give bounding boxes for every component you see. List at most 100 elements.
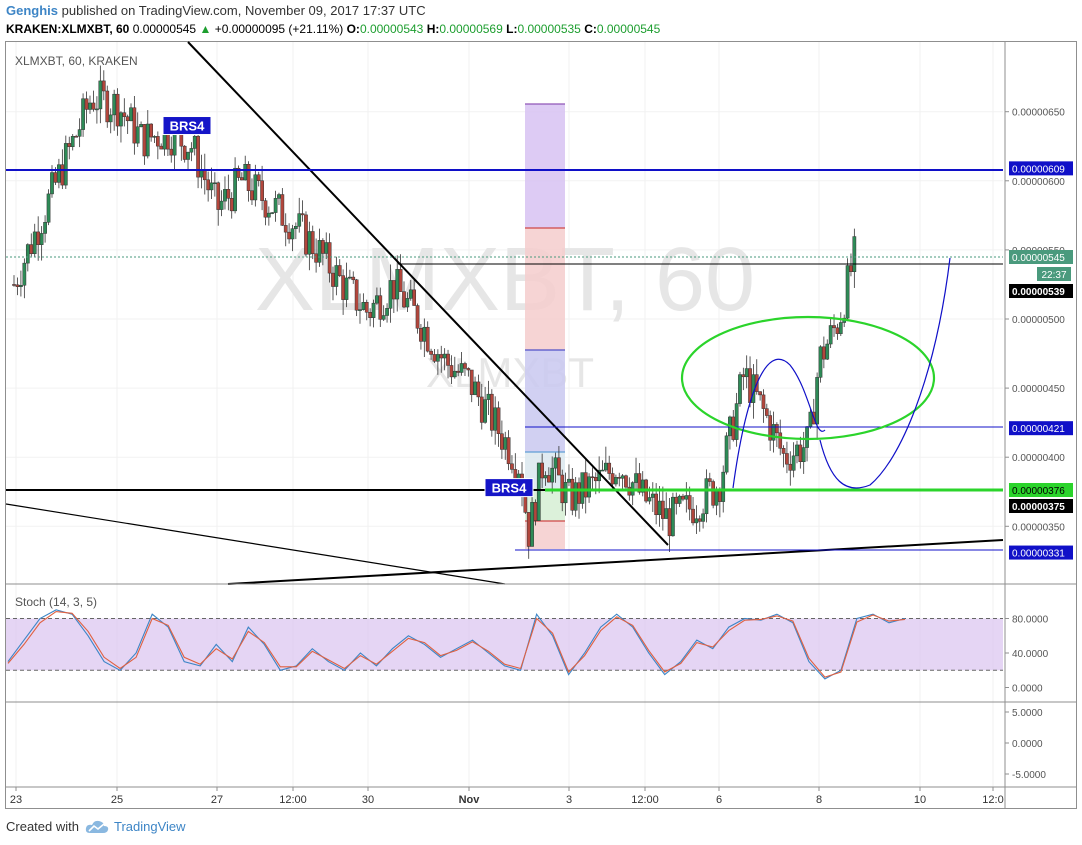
stoch-tick-label: 0.0000 (1012, 684, 1043, 695)
tradingview-brand: TradingView (113, 819, 186, 834)
candle-body (744, 368, 749, 378)
candle-body (526, 512, 531, 547)
candle-body (266, 212, 271, 218)
candle-body (57, 164, 61, 183)
candle-body (600, 469, 605, 472)
candle-body (711, 481, 716, 506)
candle-body (553, 457, 558, 469)
candle-body (701, 513, 705, 522)
candle-body (186, 151, 190, 160)
candle-body (835, 327, 840, 334)
candle-body (273, 198, 278, 213)
candle-body (664, 508, 669, 519)
candle-body (105, 90, 110, 123)
candle-body (223, 189, 227, 202)
grid (6, 42, 1003, 787)
candle-body (476, 381, 481, 398)
candle-body (634, 473, 638, 483)
candle-body (714, 490, 719, 506)
candle-body (391, 280, 396, 300)
price-level-label: 0.00000375 (1012, 502, 1065, 513)
candle-body (828, 325, 833, 345)
price-tick-label: 0.00000350 (1012, 522, 1065, 533)
candle-body (19, 284, 23, 287)
candle-body (533, 502, 538, 521)
candle-body (593, 477, 598, 482)
candle-body (149, 123, 153, 138)
candle-body (216, 182, 221, 210)
time-tick-label: 23 (10, 794, 22, 806)
candle-body (822, 346, 826, 360)
candle-body (419, 328, 423, 342)
candle-body (624, 475, 628, 488)
candle-body (95, 108, 99, 111)
candle-body (139, 124, 143, 128)
candle-body (795, 444, 799, 457)
price-level-label: 0.00000545 (1012, 253, 1065, 264)
lower-tick-label: -5.0000 (1012, 770, 1046, 781)
candle-body (101, 80, 106, 92)
stoch-pane: Stoch (14, 3, 5) 80.0000 40.0000 0.0000 (6, 595, 1049, 695)
candle-body (543, 475, 548, 479)
candle-body (832, 325, 836, 329)
stoch-band (6, 618, 1003, 671)
candle-body (791, 455, 796, 471)
candle-body (81, 98, 85, 130)
tradingview-link[interactable]: TradingView (85, 819, 186, 834)
candle-body (500, 433, 504, 450)
candle-body (429, 350, 433, 355)
candle-body (348, 276, 352, 279)
candle-body (287, 231, 291, 240)
candle-body (260, 180, 264, 201)
price-level-badge (1009, 250, 1073, 264)
candle-body (115, 93, 120, 127)
lower-tick-label: 0.0000 (1012, 739, 1043, 750)
candle-body (297, 213, 302, 227)
cup-right-curve (819, 257, 951, 489)
candle-body (29, 244, 34, 254)
price-level-badge (1009, 161, 1073, 176)
lower-tick-label: 5.0000 (1012, 708, 1043, 719)
candle-body (368, 312, 372, 318)
candle-body (775, 424, 779, 434)
candle-body (530, 502, 534, 547)
candle-body (567, 478, 571, 483)
price-level-badge (1009, 483, 1073, 497)
candle-body (361, 302, 366, 310)
candle-body (39, 233, 44, 245)
time-tick-label: Nov (459, 794, 481, 806)
candle-body (22, 262, 27, 286)
candle-body (614, 477, 618, 485)
candle-body (239, 177, 244, 181)
candle-body (459, 363, 464, 373)
price-change: +0.00000095 (+21.11%) (214, 22, 344, 36)
price-level-label: 0.00000376 (1012, 486, 1065, 497)
candle-body (388, 280, 393, 309)
high-value: 0.00000569 (439, 22, 503, 36)
candle-body (573, 482, 578, 511)
candle-body (694, 518, 699, 524)
candle-body (189, 148, 194, 153)
chart-frame[interactable] (5, 41, 1077, 809)
author-link[interactable]: Genghis (6, 3, 59, 18)
candle-body (290, 228, 295, 240)
time-tick-label: 30 (362, 794, 374, 806)
footer: Created with TradingView (6, 819, 186, 834)
candle-body (432, 354, 437, 362)
candle-body (738, 374, 742, 404)
candle-body (603, 462, 608, 471)
candle-body (415, 305, 420, 329)
candle-body (253, 174, 258, 201)
candle-body (91, 102, 96, 110)
candle-body (402, 291, 406, 308)
candle-body (337, 265, 342, 276)
candle-body (818, 346, 823, 378)
price-level-badge (1009, 421, 1073, 436)
candle-body (351, 276, 356, 281)
candle-body (331, 272, 335, 287)
candle-body (15, 284, 20, 287)
candle-body (334, 265, 339, 287)
candle-body (647, 497, 652, 502)
candle-body (684, 495, 689, 500)
